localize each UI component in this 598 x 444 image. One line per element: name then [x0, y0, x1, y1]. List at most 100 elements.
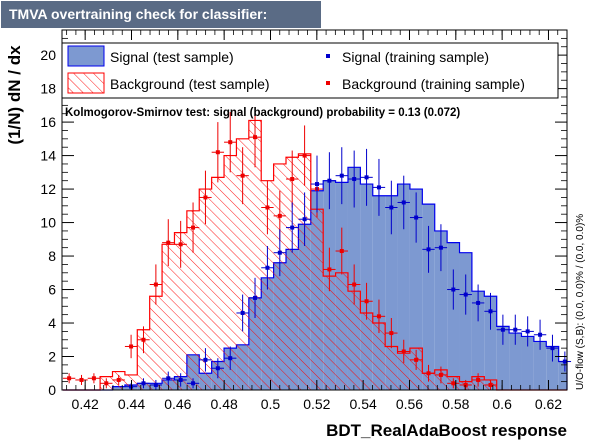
background-test-bar	[298, 153, 311, 390]
background-train-point	[116, 377, 121, 382]
signal-train-point	[215, 366, 220, 371]
background-train-point	[79, 377, 84, 382]
background-test-bar	[397, 353, 410, 390]
background-train-point	[476, 377, 481, 382]
background-train-point	[364, 299, 369, 304]
signal-test-bar	[496, 326, 510, 390]
signal-test-bar	[385, 195, 398, 390]
background-test-bar	[273, 163, 287, 390]
signal-train-point	[525, 329, 530, 334]
signal-train-point	[562, 359, 567, 364]
signal-train-point	[277, 250, 282, 255]
background-train-point	[389, 331, 394, 336]
signal-train-point	[426, 247, 431, 252]
background-train-point	[463, 382, 468, 387]
signal-test-bar	[558, 361, 567, 390]
x-tick-label: 0.54	[350, 396, 377, 412]
background-train-point	[352, 282, 357, 287]
background-test-bar	[372, 323, 386, 390]
legend-signal-test-label: Signal (test sample)	[110, 49, 234, 65]
legend-background-test-label: Background (test sample)	[110, 76, 270, 92]
background-train-point	[438, 372, 443, 377]
y-tick-label: 12	[40, 181, 56, 197]
background-train-point	[414, 357, 419, 362]
background-train-point	[265, 205, 270, 210]
background-test-series	[62, 119, 567, 391]
legend-background-train-label: Background (training sample)	[342, 76, 525, 92]
x-tick-label: 0.5	[261, 396, 281, 412]
histogram-layer	[62, 119, 568, 391]
signal-train-point	[488, 309, 493, 314]
background-train-point	[240, 173, 245, 178]
signal-test-bar	[447, 242, 460, 390]
signal-train-point	[141, 381, 146, 386]
background-test-bar	[347, 291, 361, 390]
window-title: TMVA overtraining check for classifier: …	[1, 1, 321, 49]
background-train-point	[141, 337, 146, 342]
signal-train-point	[314, 182, 319, 187]
x-tick-label: 0.56	[396, 396, 423, 412]
x-tick-label: 0.46	[164, 396, 191, 412]
y-axis-label: (1/N) dN / dx	[5, 45, 24, 145]
background-train-point	[339, 249, 344, 254]
background-test-bar	[323, 276, 336, 390]
signal-train-point	[203, 357, 208, 362]
x-tick-label: 0.42	[72, 396, 99, 412]
background-test-bar	[174, 232, 187, 390]
x-axis-label: BDT_RealAdaBoost response	[326, 421, 567, 440]
background-test-bar	[286, 157, 299, 390]
y-tick-label: 2	[48, 349, 56, 365]
x-tick-label: 0.44	[118, 396, 145, 412]
background-test-bar	[360, 312, 373, 390]
background-train-point	[401, 349, 406, 354]
background-test-bar	[224, 155, 237, 390]
signal-train-point	[401, 200, 406, 205]
background-test-bar	[211, 177, 225, 390]
background-test-bar	[186, 210, 200, 390]
legend-signal-train-marker	[326, 54, 330, 58]
legend-signal-test-swatch	[67, 45, 105, 67]
signal-train-point	[166, 376, 171, 381]
background-train-point	[129, 344, 134, 349]
background-train-point	[191, 225, 196, 230]
signal-test-bar	[509, 333, 522, 390]
signal-train-point	[476, 300, 481, 305]
x-tick-label: 0.58	[442, 396, 469, 412]
background-train-point	[91, 376, 96, 381]
y-tick-label: 4	[48, 315, 56, 331]
legend: Signal (test sample) Signal (training sa…	[61, 42, 559, 99]
background-train-point	[228, 140, 233, 145]
signal-train-point	[290, 225, 295, 230]
signal-train-point	[253, 295, 258, 300]
background-test-bar	[236, 138, 249, 390]
background-train-point	[277, 213, 282, 218]
signal-train-point	[339, 173, 344, 178]
y-tick-label: 0	[48, 382, 56, 398]
signal-test-bar	[471, 291, 485, 390]
background-train-point	[215, 150, 220, 155]
background-train-point	[488, 382, 493, 387]
background-test-bar	[422, 373, 435, 390]
background-train-point	[153, 282, 158, 287]
background-train-point	[166, 240, 171, 245]
signal-train-point	[500, 327, 505, 332]
signal-train-point	[191, 381, 196, 386]
axes-layer: 0.42 0.44 0.46 0.48 0.5 0.52 0.54 0.56 0.58 0.6 0.…	[40, 30, 567, 412]
signal-train-point	[352, 177, 357, 182]
signal-test-bar	[459, 252, 472, 390]
y-tick-label: 20	[40, 47, 56, 63]
background-train-point	[426, 371, 431, 376]
x-tick-label: 0.48	[211, 396, 238, 412]
y-tick-label: 8	[48, 248, 56, 264]
background-test-bar	[248, 120, 262, 390]
signal-train-point	[240, 310, 245, 315]
signal-train-point	[153, 382, 158, 387]
x-tick-label: 0.6	[492, 396, 512, 412]
background-train-point	[67, 376, 72, 381]
y-tick-label: 14	[40, 148, 56, 164]
signal-test-bar	[533, 341, 547, 390]
signal-test-bar	[409, 189, 423, 390]
background-test-bar	[385, 346, 398, 390]
background-train-point	[178, 242, 183, 247]
